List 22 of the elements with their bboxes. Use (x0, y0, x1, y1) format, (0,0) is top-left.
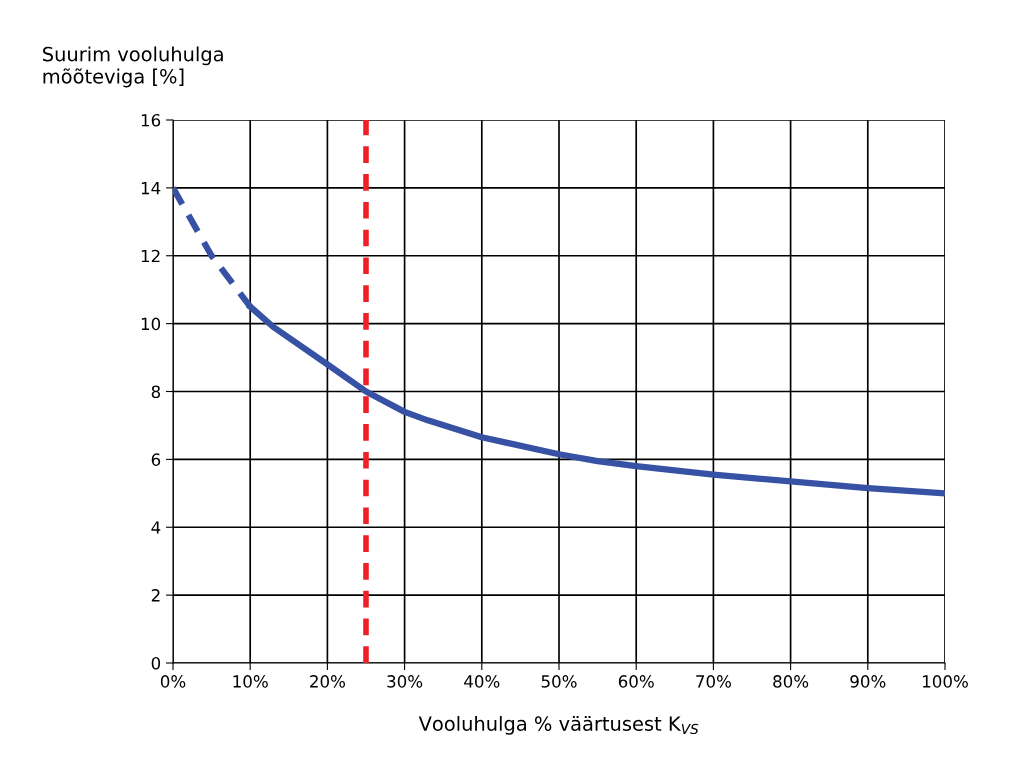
y-tick-label: 4 (151, 521, 161, 534)
y-tick-label: 2 (151, 589, 160, 602)
y-tick-label: 16 (141, 113, 161, 127)
x-tick-label: 10% (233, 675, 268, 688)
x-tick-label: 90% (850, 675, 886, 688)
x-tick-label: 80% (773, 675, 809, 688)
y-tick-label: 8 (151, 385, 161, 399)
x-tick-label: 40% (464, 675, 500, 688)
y-tick-label: 14 (141, 182, 161, 195)
y-tick-label: 6 (151, 453, 161, 466)
x-tick-label: 60% (618, 675, 654, 688)
y-tick-label: 12 (141, 249, 160, 263)
x-tick-label: 30% (387, 675, 423, 688)
x-tick-label: 20% (310, 675, 345, 688)
x-axis-title: Vooluhulga % väärtusest K$_{VS}$ (418, 715, 699, 735)
y-axis-title: Suurim vooluhulga mõõteviga [%] (43, 46, 223, 88)
y-tick-label: 0 (151, 656, 161, 670)
x-tick-label: 50% (541, 675, 577, 688)
x-tick-label: 100% (923, 675, 968, 688)
y-tick-label: 10 (141, 317, 161, 331)
x-tick-label: 0% (160, 675, 186, 688)
x-tick-label: 70% (696, 675, 731, 688)
